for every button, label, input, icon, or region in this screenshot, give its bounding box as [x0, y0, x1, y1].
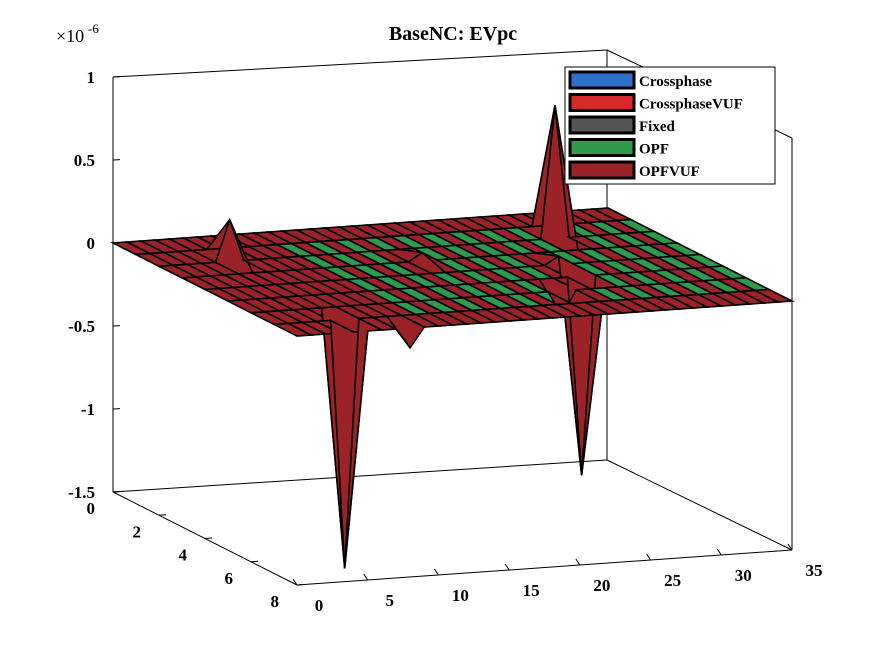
x-tick-mark	[646, 553, 651, 561]
x-tick-label: 15	[523, 581, 540, 600]
surface-patch	[751, 288, 795, 303]
z-multiplier-base: ×10	[56, 26, 84, 46]
floor-right-edge	[606, 459, 793, 551]
x-tick-mark	[292, 578, 298, 586]
legend-swatch	[568, 138, 636, 157]
x-tick-label: 10	[452, 586, 469, 605]
legend-label: Crossphase	[639, 74, 712, 90]
z-tick-label: -1	[81, 400, 95, 419]
surface-mesh	[110, 105, 795, 569]
y-tick-mark	[204, 537, 213, 539]
legend-label: Fixed	[639, 119, 675, 135]
x-tick-label: 25	[664, 571, 681, 590]
x-tick-label: 0	[315, 596, 324, 615]
y-tick-mark	[250, 560, 259, 563]
legend-label: OPF	[639, 142, 669, 158]
z-multiplier: ×10 -6	[56, 21, 99, 46]
y-tick-label: 6	[225, 569, 234, 588]
x-tick-mark	[787, 543, 793, 551]
legend-swatch	[568, 115, 636, 135]
x-tick-mark	[575, 558, 581, 566]
legend-swatch	[568, 70, 636, 90]
z-multiplier-exponent: -6	[88, 21, 99, 36]
legend-swatch	[568, 160, 636, 180]
y-tick-label: 8	[271, 592, 280, 611]
back-top-edge	[112, 49, 608, 78]
legend: Crossphase CrossphaseVUF Fixed OPF OPFVUF	[564, 66, 776, 185]
x-tick-label: 35	[806, 561, 823, 580]
legend-label: CrossphaseVUF	[639, 97, 743, 113]
z-tick-label: -0.5	[68, 317, 95, 336]
y-axis-ticks: 0 2 4 6 8	[87, 491, 305, 611]
floor-back-edge	[112, 459, 608, 493]
x-tick-label: 5	[385, 591, 394, 610]
y-tick-label: 4	[179, 546, 188, 565]
x-axis-line	[296, 549, 793, 586]
z-axis-ticks: 1 0.5 0 -0.5 -1 -1.5	[68, 68, 121, 502]
z-tick-label: 1	[87, 68, 96, 87]
legend-label: OPFVUF	[639, 164, 700, 180]
y-tick-label: 0	[87, 499, 96, 518]
z-tick-label: 0	[87, 234, 96, 253]
x-tick-label: 30	[735, 566, 752, 585]
x-tick-mark	[363, 573, 369, 581]
x-tick-mark	[504, 563, 510, 571]
x-tick-mark	[716, 548, 722, 556]
z-tick-label: 0.5	[74, 151, 95, 170]
x-tick-label: 20	[593, 576, 610, 595]
y-tick-label: 2	[133, 522, 142, 541]
x-tick-mark	[434, 568, 439, 576]
y-tick-mark	[158, 514, 167, 516]
y-tick-mark	[296, 584, 305, 586]
legend-swatch	[568, 93, 636, 112]
z-tick-label: -1.5	[68, 483, 95, 502]
x-axis-ticks: 0 5 10 15 20 25 30 35	[292, 543, 823, 615]
y-tick-mark	[112, 491, 121, 493]
chart-title: BaseNC: EVpc	[389, 23, 517, 45]
